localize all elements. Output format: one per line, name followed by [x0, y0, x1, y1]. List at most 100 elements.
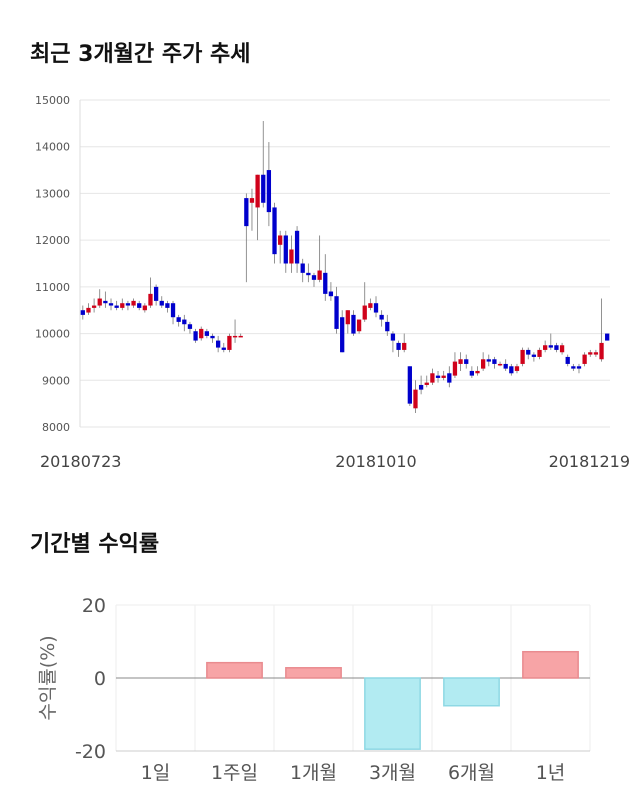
candle-body	[266, 170, 272, 213]
candle-body	[142, 305, 147, 311]
y-tick-label: 11000	[35, 281, 70, 294]
candle-body	[221, 347, 226, 350]
candle-body	[249, 198, 255, 203]
candlestick-chart: 15000 14000 13000 12000 11000 10000 9000 8000 20…	[35, 94, 630, 471]
candle-body	[97, 298, 102, 306]
candle-body	[593, 352, 599, 355]
candle-body	[520, 349, 525, 364]
candle-body	[356, 319, 362, 332]
price-chart-title: 최근 3개월간 주가 추세	[30, 42, 251, 67]
candle-body	[131, 300, 136, 306]
candle-body	[300, 263, 305, 273]
x-tick-label: 20180723	[40, 452, 121, 471]
candle-body	[390, 333, 396, 341]
candle-body	[582, 354, 587, 364]
y-tick-label: 13000	[35, 187, 70, 200]
candle-body	[605, 333, 610, 341]
candle-body	[351, 314, 356, 334]
candle-body	[227, 335, 232, 350]
candle-body	[430, 373, 435, 383]
return-bar	[522, 650, 579, 679]
return-bar	[285, 667, 342, 679]
candle-body	[289, 249, 294, 264]
candle-body	[204, 331, 210, 336]
candle-body	[176, 317, 181, 322]
candle-body	[588, 352, 593, 355]
y-tick-label: 20	[82, 595, 106, 617]
candle-body	[368, 303, 373, 308]
candle-body	[475, 370, 480, 374]
candle-body	[148, 293, 153, 306]
candle-body	[153, 286, 159, 301]
candle-body	[199, 328, 204, 339]
candle-body	[86, 307, 91, 313]
y-tick-label: 8000	[42, 421, 70, 434]
candle-body	[385, 321, 390, 332]
candle-body	[334, 296, 339, 329]
x-tick-label: 1년	[536, 762, 566, 784]
candle-body	[480, 359, 486, 369]
candle-body	[554, 345, 559, 350]
candle-body	[125, 303, 131, 306]
x-tick-label: 1일	[141, 762, 171, 784]
candle-body	[464, 359, 469, 364]
candle-body	[509, 366, 514, 374]
candle-body	[531, 354, 537, 357]
candle-body	[548, 345, 553, 348]
candle-body	[317, 270, 322, 280]
y-tick-label: 9000	[42, 374, 70, 387]
candle-body	[278, 235, 283, 245]
x-tick-label: 20181219	[549, 452, 630, 471]
returns-chart-title: 기간별 수익률	[30, 532, 160, 557]
candle-body	[503, 363, 508, 369]
candle-body	[418, 384, 424, 390]
candle-body	[159, 300, 164, 306]
candle-body	[215, 340, 221, 348]
candle-body	[514, 366, 520, 371]
return-bar	[364, 677, 421, 750]
y-tick-label: 15000	[35, 94, 70, 107]
candle-body	[244, 198, 249, 227]
candle-body	[373, 303, 379, 313]
candle-body	[458, 359, 463, 364]
candle-body	[182, 319, 187, 325]
x-tick-label: 1개월	[290, 762, 337, 784]
y-axis-label: 수익률(%)	[37, 635, 59, 720]
candle-body	[345, 310, 350, 325]
x-tick-label: 1주일	[211, 762, 258, 784]
candle-body	[486, 359, 491, 362]
candle-body	[340, 317, 345, 353]
candle-body	[492, 359, 497, 364]
candle-body	[255, 174, 260, 208]
candle-body	[91, 305, 97, 308]
candle-body	[165, 303, 170, 308]
candle-body	[379, 314, 384, 320]
candle-body	[447, 373, 452, 383]
candle-body	[272, 207, 277, 255]
candle-body	[396, 342, 401, 350]
return-bar	[206, 661, 263, 679]
candle-body	[362, 305, 367, 320]
candle-body	[120, 303, 125, 308]
candle-body	[108, 303, 114, 306]
candle-body	[565, 356, 570, 364]
candle-body	[576, 366, 582, 369]
candle-body	[469, 370, 475, 376]
candle-body	[424, 382, 429, 385]
candle-body	[114, 305, 119, 308]
candle-body	[306, 272, 311, 276]
candle-body	[526, 349, 531, 355]
candle-body	[413, 389, 418, 409]
candle-body	[238, 335, 243, 338]
candle-body	[193, 331, 198, 341]
y-tick-label: 0	[94, 668, 106, 690]
y-tick-label: 10000	[35, 328, 70, 341]
candle-body	[599, 342, 604, 360]
candle-body	[435, 375, 441, 378]
y-tick-label: 14000	[35, 141, 70, 154]
candle-body	[328, 291, 334, 297]
candle-body	[311, 275, 317, 280]
candle-body	[537, 349, 542, 357]
candle-body	[103, 300, 108, 304]
x-tick-label: 20181010	[335, 452, 416, 471]
